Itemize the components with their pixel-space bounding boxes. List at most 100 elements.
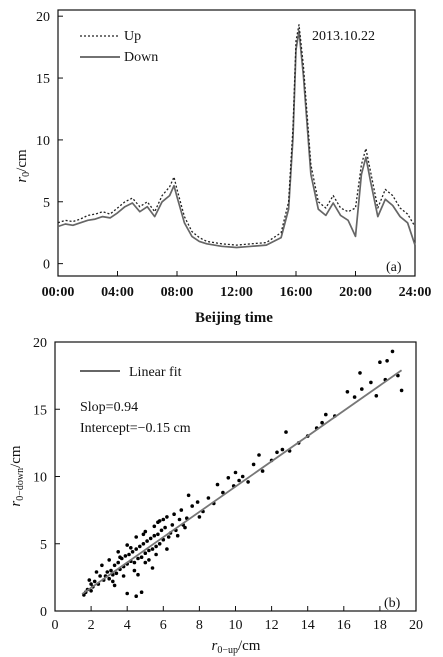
panel-a-y-axis-title: r0/cm xyxy=(14,149,32,183)
linear-fit-line xyxy=(81,369,403,595)
scatter-point xyxy=(159,528,164,533)
scatter-point xyxy=(89,589,93,593)
scatter-point xyxy=(352,395,357,399)
panel-b-x-tick-label: 10 xyxy=(229,618,243,633)
panel-b-x-tick-label: 6 xyxy=(160,618,167,633)
scatter-point xyxy=(116,560,120,565)
scatter-point xyxy=(260,469,265,473)
scatter-point xyxy=(143,529,148,534)
panel-b-y-axis-title: r0−down/cm xyxy=(8,445,26,507)
panel-a-y-tick-label: 0 xyxy=(43,258,50,273)
scatter-point xyxy=(118,555,122,559)
scatter-point xyxy=(147,558,151,562)
panel-b-x-axis-title-unit: /cm xyxy=(238,638,261,654)
scatter-point xyxy=(183,525,187,530)
scatter-point xyxy=(156,520,160,524)
scatter-point xyxy=(141,532,146,537)
scatter-point xyxy=(111,579,115,584)
panel-a-y-ticks: 0 5 10 15 20 xyxy=(36,10,63,273)
scatter-point xyxy=(177,517,182,522)
series-line-down xyxy=(57,30,416,249)
scatter-point xyxy=(206,496,211,500)
scatter-point xyxy=(112,583,117,588)
scatter-point xyxy=(358,371,362,375)
panel-a-y-axis-title-unit: /cm xyxy=(14,149,30,172)
panel-a-y-tick-label: 5 xyxy=(43,196,50,211)
scatter-point xyxy=(152,533,157,538)
panel-a-y-tick-label: 15 xyxy=(36,72,50,87)
panel-b-points xyxy=(82,349,404,598)
scatter-point xyxy=(125,591,129,596)
panel-a-x-tick-label: 16:00 xyxy=(280,285,313,300)
scatter-point xyxy=(150,547,155,551)
panel-a-plot-frame xyxy=(57,9,416,277)
scatter-point xyxy=(107,576,111,581)
scatter-point xyxy=(197,515,202,519)
panel-b-y-axis-title-sub: 0−down xyxy=(15,468,26,501)
scatter-point xyxy=(396,373,400,378)
scatter-point xyxy=(251,462,256,467)
scatter-point xyxy=(156,532,160,537)
panel-a-line-chart: 00:00 04:00 08:00 12:00 16:00 20:00 24:00 0 5 10… xyxy=(14,9,431,326)
scatter-point xyxy=(179,508,184,512)
scatter-point xyxy=(138,544,142,549)
scatter-point xyxy=(92,579,97,584)
scatter-point xyxy=(100,563,104,568)
panel-a-series xyxy=(57,24,416,249)
scatter-point xyxy=(143,560,148,565)
scatter-point xyxy=(166,535,171,539)
scatter-point xyxy=(134,547,138,551)
panel-a-label: (a) xyxy=(386,260,402,275)
scatter-point xyxy=(132,560,137,565)
scatter-point xyxy=(275,450,279,455)
scatter-point xyxy=(134,594,138,598)
scatter-point xyxy=(148,536,153,541)
scatter-point xyxy=(116,550,120,554)
scatter-point xyxy=(132,568,137,573)
panel-a-x-tick-label: 12:00 xyxy=(220,285,253,300)
panel-b-y-axis-title-var: r xyxy=(8,501,24,507)
scatter-point xyxy=(195,500,200,504)
scatter-point xyxy=(141,542,146,546)
panel-a-x-axis-title: Beijing time xyxy=(195,310,273,326)
panel-b-x-tick-label: 14 xyxy=(301,618,315,633)
panel-b-slope-annotation: Slop=0.94 xyxy=(80,400,138,415)
panel-a-legend: Up Down xyxy=(80,29,158,65)
scatter-point xyxy=(163,525,167,530)
scatter-point xyxy=(399,388,404,393)
panel-b-x-tick-label: 12 xyxy=(265,618,279,633)
scatter-point xyxy=(154,544,158,549)
scatter-point xyxy=(324,412,328,417)
scatter-point xyxy=(284,430,288,434)
panel-b-x-ticks: 0 2 4 6 8 10 12 14 16 18 20 xyxy=(52,606,423,633)
legend-label-down: Down xyxy=(124,50,158,65)
panel-b-y-tick-label: 5 xyxy=(40,538,47,553)
scatter-point xyxy=(129,546,133,550)
panel-b-x-tick-label: 2 xyxy=(88,618,95,633)
series-line-up xyxy=(57,24,416,246)
scatter-point xyxy=(172,512,176,516)
scatter-point xyxy=(320,420,324,425)
panel-b-x-tick-label: 4 xyxy=(124,618,131,633)
scatter-point xyxy=(121,574,126,578)
panel-a-date-label: 2013.10.22 xyxy=(312,29,375,44)
scatter-point xyxy=(98,574,102,578)
scatter-point xyxy=(147,548,151,553)
scatter-point xyxy=(161,517,166,522)
panel-a-x-tick-label: 20:00 xyxy=(339,285,372,300)
scatter-point xyxy=(170,523,175,527)
panel-a-y-axis-title-var: r xyxy=(14,177,30,183)
panel-b-plot-frame xyxy=(54,341,417,612)
panel-b-x-tick-label: 0 xyxy=(52,618,59,633)
scatter-point xyxy=(112,563,117,568)
panel-b-y-ticks: 0 5 10 15 20 xyxy=(33,336,60,620)
panel-b-y-axis-title-unit: /cm xyxy=(8,445,24,468)
panel-a-x-tick-label: 08:00 xyxy=(161,285,194,300)
scatter-point xyxy=(125,543,129,547)
scatter-point xyxy=(157,542,162,546)
scatter-point xyxy=(127,552,131,557)
panel-b-x-axis-title: r0−up/cm xyxy=(212,638,261,656)
scatter-point xyxy=(154,552,158,557)
legend-label-linear-fit: Linear fit xyxy=(129,365,182,380)
panel-b-x-tick-label: 20 xyxy=(409,618,423,633)
